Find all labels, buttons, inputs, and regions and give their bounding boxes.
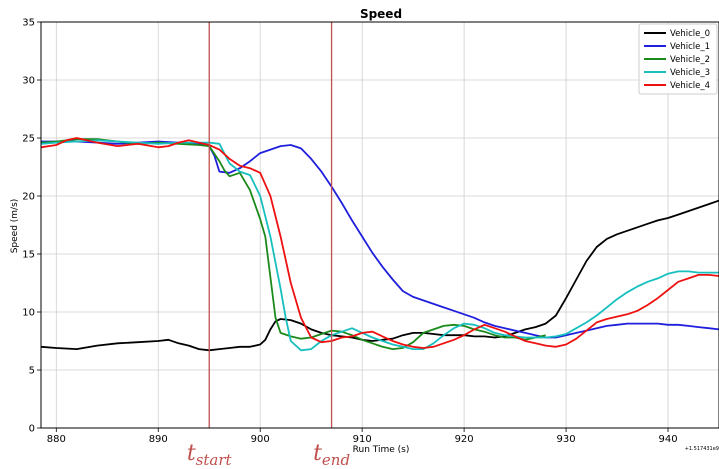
series-line-vehicle-0	[40, 199, 719, 352]
x-axis-label: Run Time (s)	[353, 445, 410, 455]
y-tick-label: 35	[22, 18, 35, 29]
grid-lines	[41, 21, 719, 429]
y-axis-label: Speed (m/s)	[10, 199, 20, 254]
x-tick-label: 920	[455, 434, 474, 445]
legend: Vehicle_0 Vehicle_1 Vehicle_2 Vehicle_3 Vehi…	[638, 23, 718, 95]
x-tick-label: 910	[353, 434, 372, 445]
y-tick-label: 30	[22, 76, 35, 87]
x-tick-label: 930	[557, 434, 576, 445]
series-line-vehicle-3	[40, 139, 719, 352]
series-lines	[40, 137, 719, 352]
x-tick-label: 900	[251, 434, 270, 445]
chart-title: Speed	[360, 7, 402, 21]
y-tick-label: 25	[22, 134, 35, 145]
series-line-vehicle-4	[40, 137, 719, 349]
legend-label: Vehicle_2	[670, 55, 710, 65]
x-tick-label: 890	[149, 434, 168, 445]
legend-label: Vehicle_4	[670, 81, 710, 91]
y-tick-label: 20	[22, 192, 35, 203]
marker-label-start: tstart	[187, 441, 233, 469]
series-line-vehicle-2	[40, 138, 546, 350]
legend-box	[638, 23, 718, 95]
legend-label: Vehicle_1	[670, 42, 710, 52]
x-tick-label: 880	[47, 434, 66, 445]
legend-label: Vehicle_3	[670, 68, 710, 78]
x-tick-label: 940	[658, 434, 677, 445]
y-tick-label: 0	[29, 424, 35, 435]
y-tick-label: 5	[29, 366, 35, 377]
time-markers: tstart tend	[187, 22, 350, 469]
legend-label: Vehicle_0	[670, 29, 710, 39]
marker-label-end: tend	[313, 441, 350, 469]
y-tick-label: 15	[22, 250, 35, 261]
axis-ticks: 880 890 900 910 920 930 940 0 5 10 15 20 25 30 35	[22, 18, 677, 446]
plot-frame	[40, 21, 719, 429]
x-offset-label: +1.517431e9	[685, 446, 719, 452]
y-tick-label: 10	[22, 308, 35, 319]
